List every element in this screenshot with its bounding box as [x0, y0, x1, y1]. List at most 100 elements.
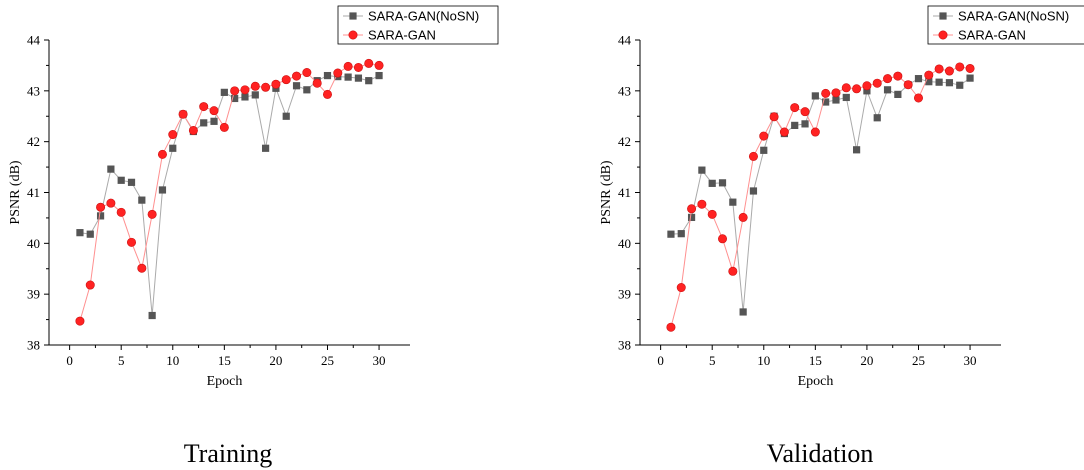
data-point — [831, 88, 841, 98]
data-point — [687, 213, 696, 222]
x-tick-label: 15 — [218, 353, 231, 368]
data-point — [127, 237, 137, 247]
data-point — [913, 93, 923, 103]
data-point — [801, 120, 809, 128]
data-point — [903, 80, 913, 90]
x-axis-label: Epoch — [207, 374, 243, 389]
y-axis-label: PSNR (dB) — [8, 160, 23, 225]
data-point — [728, 266, 738, 276]
data-point — [220, 88, 228, 96]
data-point — [262, 144, 270, 152]
data-point — [790, 103, 800, 113]
data-point — [769, 112, 779, 122]
data-point — [893, 71, 903, 81]
data-point — [821, 88, 831, 98]
y-tick-label: 43 — [618, 83, 631, 98]
data-point — [364, 58, 374, 68]
y-tick-label: 39 — [27, 287, 40, 302]
data-point — [333, 68, 343, 78]
series-sara-gan-nosn — [667, 74, 974, 316]
data-point — [934, 64, 944, 74]
data-point — [75, 316, 85, 326]
y-axis-label: PSNR (dB) — [599, 160, 614, 225]
data-point — [862, 81, 872, 91]
data-point — [956, 81, 964, 89]
x-tick-label: 10 — [166, 353, 179, 368]
x-tick-label: 15 — [809, 353, 822, 368]
data-point — [935, 78, 943, 86]
data-point — [240, 85, 250, 95]
data-point — [666, 322, 676, 332]
data-point — [676, 283, 686, 293]
data-point — [375, 71, 383, 80]
data-point — [157, 149, 167, 159]
data-point — [281, 75, 291, 85]
data-point — [811, 92, 819, 100]
data-point — [322, 89, 332, 99]
legend-marker — [348, 30, 358, 40]
chart-validation: 0 5 10 15 20 25 30 38 39 40 41 42 43 44 Epoch PSNR (dB)… — [599, 5, 1084, 468]
data-point — [96, 202, 106, 212]
data-point — [354, 74, 363, 82]
data-point — [137, 263, 147, 273]
data-point — [127, 178, 136, 186]
data-point — [779, 127, 789, 137]
y-tick-label: 42 — [27, 134, 40, 149]
data-point — [261, 82, 271, 92]
data-point — [343, 61, 353, 71]
data-point — [872, 78, 882, 88]
data-point — [241, 93, 249, 101]
series-sara-gan — [75, 58, 384, 326]
data-point — [231, 94, 239, 103]
data-point — [873, 114, 881, 122]
data-point — [894, 90, 902, 98]
data-point — [822, 98, 830, 106]
data-point — [365, 77, 373, 85]
x-tick-label: 20 — [860, 353, 873, 368]
data-point — [944, 66, 954, 76]
y-tick-label: 38 — [618, 338, 631, 353]
data-point — [697, 199, 707, 209]
data-point — [323, 71, 332, 80]
x-axis-label: Epoch — [798, 374, 834, 389]
legend-marker — [939, 12, 947, 20]
data-point — [251, 91, 259, 99]
legend-marker — [349, 12, 357, 20]
data-point — [739, 308, 747, 316]
data-point — [718, 234, 728, 244]
data-point — [200, 119, 208, 127]
data-point — [925, 78, 933, 86]
data-point — [168, 130, 178, 140]
data-point — [271, 79, 281, 89]
data-point — [117, 176, 125, 184]
data-point — [76, 229, 84, 237]
chart-caption: Validation — [767, 439, 874, 468]
data-point — [883, 86, 892, 94]
data-point — [96, 212, 105, 220]
series-line — [79, 75, 380, 316]
y-tick-label: 40 — [27, 236, 40, 251]
data-point — [966, 74, 974, 82]
legend-box — [337, 5, 499, 45]
data-point — [841, 83, 851, 93]
y-tick-label: 42 — [618, 134, 631, 149]
data-point — [178, 109, 188, 119]
y-tick-label: 39 — [618, 287, 631, 302]
legend-label: SARA-GAN(NoSN) — [368, 9, 479, 24]
data-point — [353, 62, 363, 72]
data-point — [219, 122, 229, 132]
data-point — [302, 68, 312, 78]
y-tick-label: 38 — [27, 338, 40, 353]
data-point — [85, 280, 95, 290]
legend-box — [927, 5, 1084, 45]
data-point — [718, 179, 727, 187]
data-point — [667, 230, 675, 238]
data-point — [230, 86, 240, 96]
data-point — [210, 117, 218, 125]
x-tick-label: 30 — [964, 353, 977, 368]
data-point — [853, 146, 861, 154]
data-point — [687, 204, 697, 214]
legend: SARA-GAN(NoSN) SARA-GAN — [927, 5, 1084, 45]
data-point — [148, 311, 156, 320]
series-sara-gan-nosn — [76, 71, 383, 320]
